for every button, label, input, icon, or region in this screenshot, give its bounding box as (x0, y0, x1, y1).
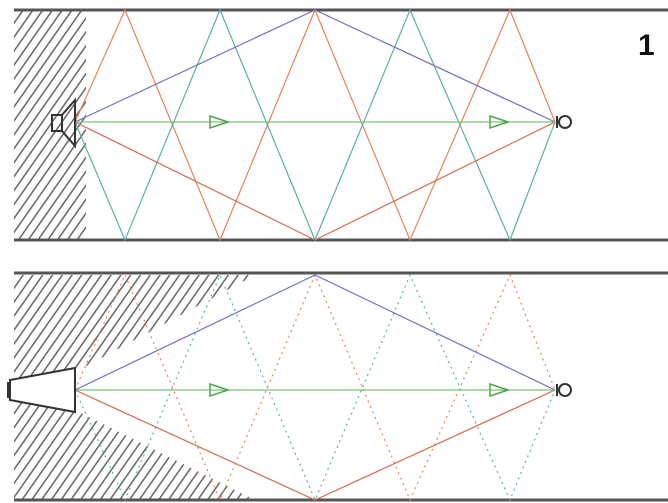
speaker (51, 97, 76, 149)
receiver (556, 115, 572, 129)
ray-blue (74, 274, 556, 391)
ray-orange (74, 8, 556, 242)
receiver (556, 383, 572, 397)
horn-speaker (7, 366, 76, 414)
ray-teal-dotted (74, 273, 556, 502)
arrow (489, 382, 511, 398)
panel-top: 1 (14, 8, 668, 242)
ray-red (74, 121, 556, 241)
arrow (489, 114, 511, 130)
ray-teal (74, 8, 556, 242)
hatched-horn-top (14, 275, 255, 380)
panel-label: 1 (638, 29, 655, 62)
ray-red (74, 389, 556, 501)
arrow (209, 382, 231, 398)
panel-bottom (7, 271, 668, 502)
arrow (209, 114, 231, 130)
hatched-horn-bottom (14, 402, 255, 500)
ray-blue (74, 9, 556, 123)
